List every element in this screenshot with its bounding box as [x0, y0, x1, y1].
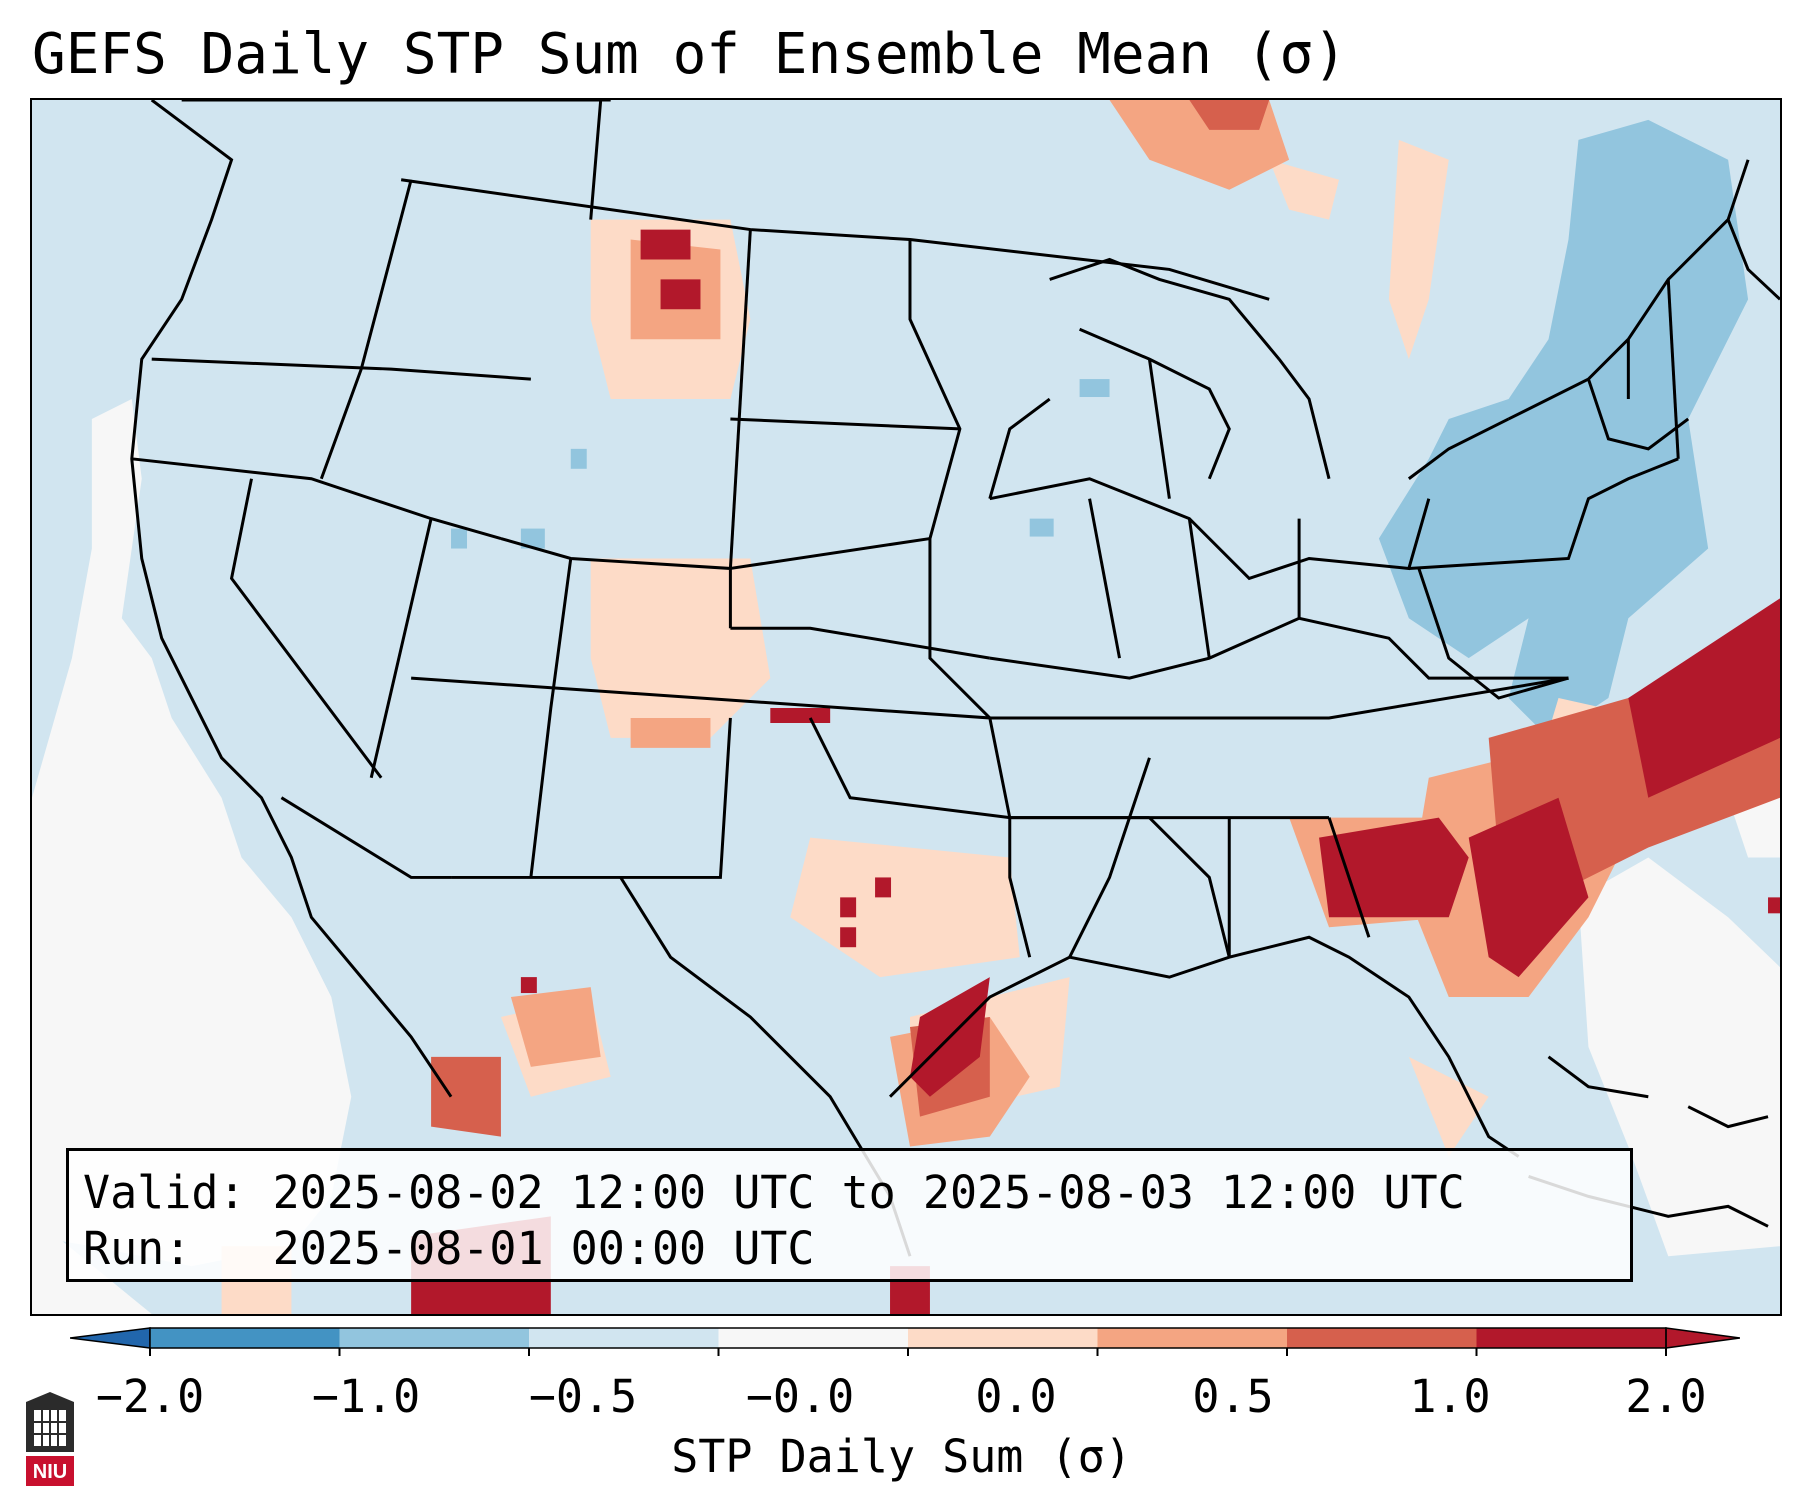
- neutral-field: [32, 399, 1780, 1314]
- niu-logo-icon: NIU: [26, 1392, 74, 1486]
- colorbar-extend-high: [1665, 1327, 1740, 1349]
- colorbar-segment: [339, 1328, 529, 1348]
- colorbar-tick-label: 1.0: [1409, 1370, 1491, 1423]
- valid-info-box: Valid: 2025-08-02 12:00 UTC to 2025-08-0…: [66, 1148, 1633, 1282]
- colorbar-tick-label: 2.0: [1625, 1370, 1707, 1423]
- logo-text: NIU: [33, 1461, 67, 1483]
- colorbar-tick-label: −2.0: [95, 1370, 205, 1423]
- state-boundaries: [130, 100, 1780, 1257]
- run-time-text: Run: 2025-08-01 00:00 UTC: [83, 1222, 815, 1275]
- colorbar-label: STP Daily Sum (σ): [671, 1430, 1132, 1483]
- colorbar-tick-label: −0.0: [745, 1370, 855, 1423]
- colorbar-segment: [1476, 1328, 1666, 1348]
- valid-time-text: Valid: 2025-08-02 12:00 UTC to 2025-08-0…: [83, 1166, 1465, 1219]
- colorbar-tick-label: 0.0: [975, 1370, 1057, 1423]
- colorbar-segment: [529, 1328, 719, 1348]
- colorbar: [70, 1327, 1740, 1356]
- chart-title: GEFS Daily STP Sum of Ensemble Mean (σ): [32, 22, 1347, 87]
- colorbar-segment: [150, 1328, 340, 1348]
- colorbar-segment: [1097, 1328, 1287, 1348]
- colorbar-segment: [908, 1328, 1098, 1348]
- colorbar-segment: [1287, 1328, 1477, 1348]
- colorbar-tick-label: −1.0: [311, 1370, 421, 1423]
- negative-field: [451, 119, 1749, 738]
- colorbar-segment: [718, 1328, 908, 1348]
- colorbar-extend-low: [70, 1327, 151, 1349]
- colorbar-tick-label: 0.5: [1192, 1370, 1274, 1423]
- map-panel: [30, 98, 1782, 1316]
- colorbar-tick-label: −0.5: [528, 1370, 638, 1423]
- map-canvas: [32, 100, 1780, 1314]
